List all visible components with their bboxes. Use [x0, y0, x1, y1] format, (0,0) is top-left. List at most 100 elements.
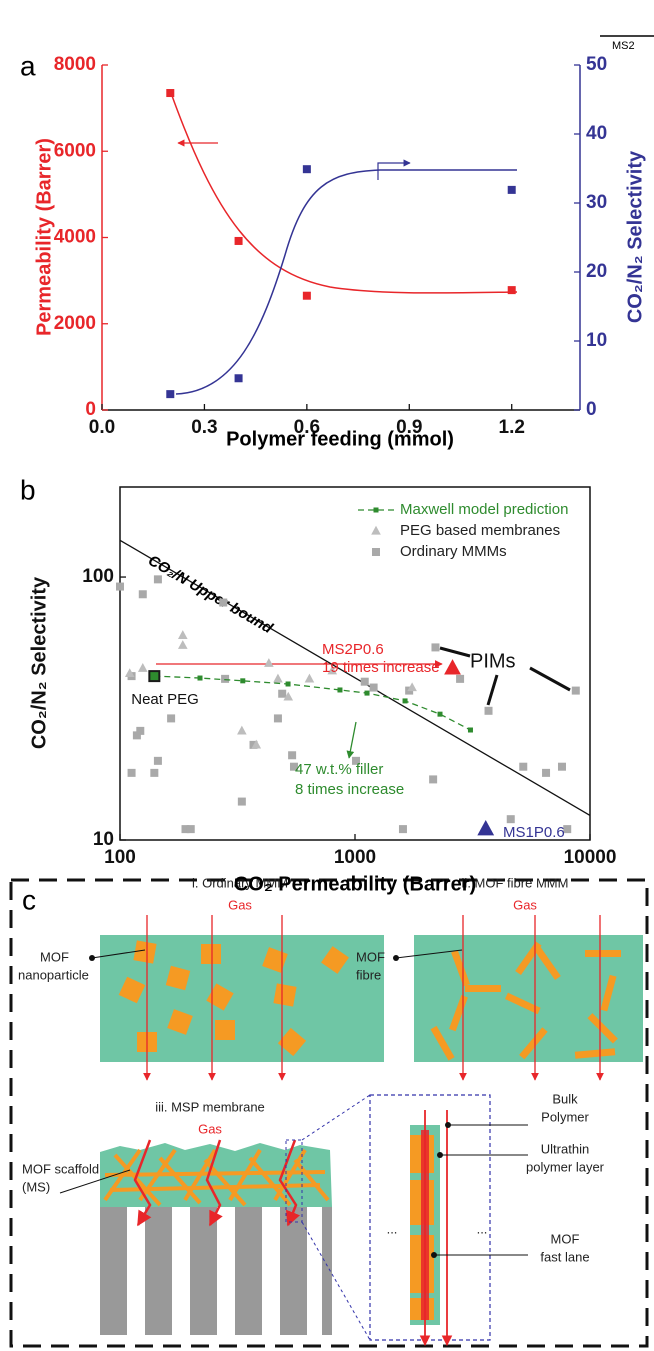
- label: Bulk: [552, 1091, 578, 1106]
- label: fibre: [356, 967, 381, 982]
- highlight-point: [148, 670, 161, 683]
- x-tick-label: 10000: [564, 847, 617, 868]
- point: [571, 686, 580, 695]
- y2-axis-label: CO₂/N₂ Selectivity: [624, 150, 646, 323]
- point: [273, 673, 283, 683]
- y2-tick-label: 0: [586, 399, 597, 420]
- title: ii. MOF fibre MMM: [462, 875, 569, 890]
- highlight-label: MS1P0.6: [503, 824, 565, 841]
- point: [132, 731, 141, 740]
- legend-marker: [372, 548, 380, 556]
- point: [557, 762, 566, 771]
- y-tick-label: 10: [93, 829, 114, 850]
- y2-tick-label: 40: [586, 123, 607, 144]
- pims-pointers: [439, 646, 571, 706]
- annotation: PIMs: [470, 650, 516, 672]
- gas-label: Gas: [228, 897, 252, 912]
- point: [431, 643, 440, 652]
- x-tick-label: 1.2: [499, 417, 525, 438]
- panel-c: c i. Ordinary MMM Gas MOF nanoparticle i…: [9, 875, 649, 1348]
- y2-tick-label: 10: [586, 330, 607, 351]
- panel-label: c: [22, 884, 36, 915]
- point: [407, 682, 417, 692]
- x-axis-label: CO₂ Permeability (Barrer): [234, 873, 476, 895]
- gas-label: Gas: [513, 897, 537, 912]
- point: [177, 630, 188, 639]
- point: [563, 825, 572, 834]
- point: [437, 711, 443, 717]
- point: [181, 825, 190, 834]
- point: [285, 681, 291, 687]
- arrow: [346, 721, 357, 759]
- point: [251, 739, 262, 749]
- point: [352, 756, 361, 765]
- annotation: 47 w.t.% filler: [295, 761, 383, 778]
- legend-label: Maxwell model prediction: [400, 501, 568, 518]
- x-tick-label: 100: [104, 847, 136, 868]
- x-tick-label: 1000: [334, 847, 376, 868]
- legend-marker: [371, 525, 381, 535]
- point: [360, 677, 369, 686]
- y2-tick-label: 50: [586, 54, 607, 75]
- point: [278, 689, 287, 698]
- point: [273, 714, 282, 723]
- point: [166, 89, 175, 98]
- point: [150, 768, 159, 777]
- y-tick-label: 100: [82, 566, 114, 587]
- ellipsis: ...: [387, 1221, 398, 1236]
- series-line: [154, 675, 471, 731]
- y-tick-label: 4000: [54, 227, 96, 248]
- point: [302, 165, 311, 174]
- point: [519, 762, 528, 771]
- point: [283, 691, 294, 701]
- legend-label: PEG based membranes: [400, 522, 560, 539]
- point: [234, 236, 243, 245]
- label: polymer layer: [526, 1159, 605, 1174]
- upper-bound: [119, 539, 591, 816]
- gas-label: Gas: [198, 1121, 222, 1136]
- point: [506, 815, 515, 824]
- label: nanoparticle: [18, 967, 89, 982]
- point: [167, 714, 176, 723]
- y-tick-label: 8000: [54, 54, 96, 75]
- point: [127, 768, 136, 777]
- cropped-text: MS2: [612, 40, 635, 52]
- point: [234, 374, 243, 383]
- point: [302, 291, 311, 300]
- point: [507, 185, 516, 194]
- panel-label: a: [20, 50, 36, 81]
- point: [137, 663, 148, 672]
- point: [542, 768, 551, 777]
- point: [237, 797, 246, 806]
- upper-bound-label: CO₂/N Upper bound: [145, 552, 276, 637]
- label: Polymer: [541, 1109, 589, 1124]
- label: MOF: [40, 949, 69, 964]
- point: [327, 665, 338, 675]
- point: [136, 726, 145, 735]
- highlight-point: [477, 820, 495, 836]
- highlight-label: MS2P0.6: [322, 641, 384, 658]
- point: [429, 775, 438, 784]
- point: [337, 687, 343, 693]
- point: [288, 751, 297, 760]
- point: [153, 575, 162, 584]
- axis-arrow: [377, 159, 411, 180]
- point: [304, 673, 315, 683]
- y-tick-label: 0: [85, 399, 96, 420]
- legend-marker: [373, 507, 379, 513]
- cropped-corner: MS2: [600, 35, 654, 52]
- y2-tick-label: 20: [586, 261, 607, 282]
- point: [177, 640, 188, 649]
- highlight-point: [444, 659, 461, 675]
- annotation: 19 times increase: [322, 659, 440, 676]
- label: MOF: [551, 1231, 580, 1246]
- y-tick-label: 6000: [54, 140, 96, 161]
- x-axis-label: Polymer feeding (mmol): [226, 428, 454, 450]
- y-tick-label: 2000: [54, 313, 96, 334]
- y-axis-label: CO₂/N₂ Selectivity: [28, 576, 50, 749]
- point: [124, 668, 135, 678]
- highlight-label: Neat PEG: [131, 691, 199, 708]
- y2-tick-label: 30: [586, 192, 607, 213]
- fit-curve: [170, 92, 518, 294]
